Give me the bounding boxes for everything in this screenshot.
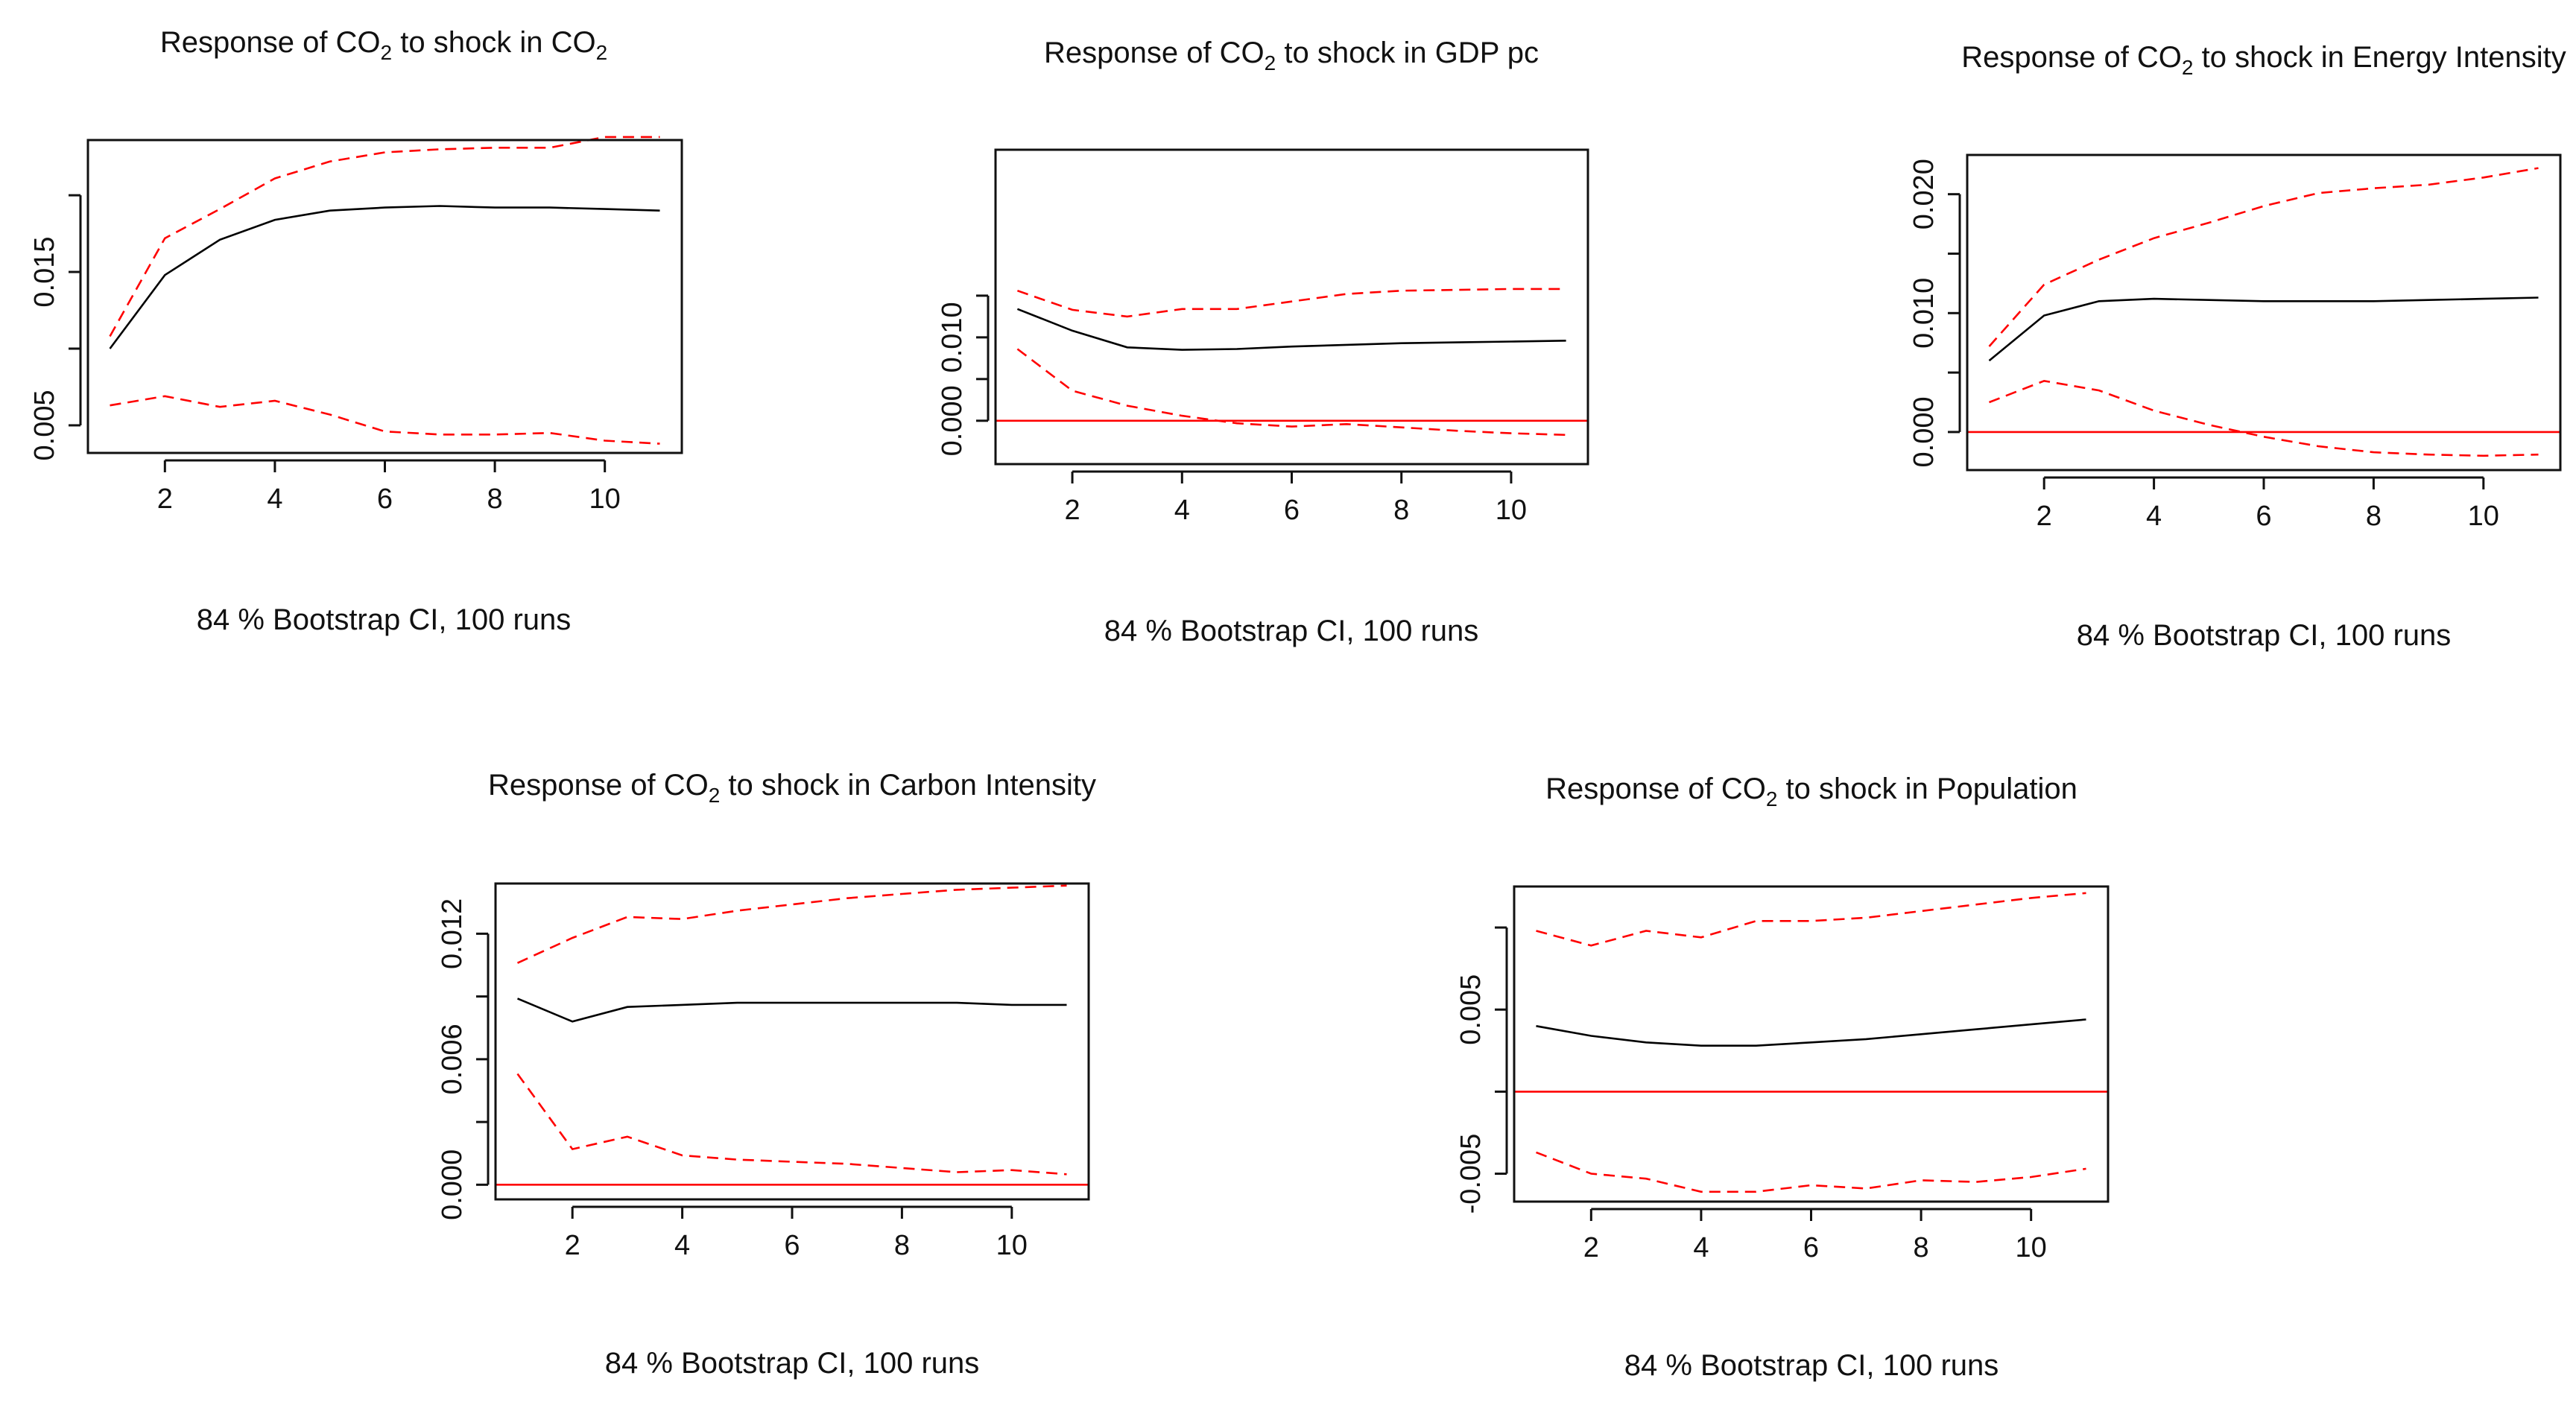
chart-title-suffix: to shock in Energy Intensity [2194, 41, 2566, 74]
series-line-estimate [1536, 1018, 2086, 1047]
y-tick-label: 0.012 [437, 898, 468, 969]
x-tick-label: 10 [1496, 495, 1527, 526]
chart-title-prefix: Response of CO [1961, 41, 2182, 74]
chart-title: Response of CO2 to shock in CO2 [160, 26, 607, 64]
x-tick-label: 10 [2468, 501, 2499, 532]
x-tick-label: 4 [1174, 495, 1190, 526]
series-line-ci-lower [1016, 348, 1566, 437]
x-tick-label: 2 [1064, 495, 1080, 526]
plot-frame [86, 139, 683, 454]
chart-title-subscript: 2 [1265, 51, 1276, 74]
chart-caption: 84 % Bootstrap CI, 100 runs [197, 603, 572, 636]
series-line-ci-upper [109, 136, 660, 337]
chart-title-prefix: Response of CO [488, 769, 709, 802]
x-tick-label: 10 [2016, 1232, 2047, 1263]
x-tick-label: 4 [674, 1230, 690, 1261]
chart-title: Response of CO2 to shock in Population [1545, 773, 2077, 811]
y-tick-label: 0.005 [29, 390, 60, 460]
y-tick-label: 0.005 [1455, 974, 1487, 1045]
x-tick-label: 8 [487, 483, 503, 515]
x-tick-label: 10 [996, 1230, 1028, 1261]
x-tick-label: 6 [377, 483, 393, 515]
x-tick-label: 6 [2256, 501, 2271, 532]
chart-caption: 84 % Bootstrap CI, 100 runs [1104, 615, 1479, 647]
x-tick-label: 4 [1693, 1232, 1709, 1263]
y-tick-label: 0.000 [937, 385, 968, 456]
y-tick-label: 0.010 [937, 302, 968, 372]
chart-title-tail-subscript: 2 [596, 41, 608, 64]
plot-frame [1966, 153, 2562, 472]
chart-caption: 84 % Bootstrap CI, 100 runs [2077, 619, 2452, 652]
chart-title-suffix: to shock in Population [1777, 773, 2077, 805]
series-line-ci-upper [1988, 167, 2539, 347]
series-line-ci-upper [516, 884, 1067, 964]
chart-caption: 84 % Bootstrap CI, 100 runs [1624, 1349, 1999, 1382]
chart-title-prefix: Response of CO [160, 26, 381, 59]
x-tick-label: 2 [157, 483, 173, 515]
series-line-estimate [109, 205, 660, 349]
chart-title-suffix: to shock in GDP pc [1276, 37, 1539, 69]
plot-frame [1513, 885, 2110, 1203]
x-tick-label: 6 [784, 1230, 800, 1261]
y-tick-label: 0.010 [1908, 278, 1940, 349]
y-tick-label: 0.006 [437, 1024, 468, 1094]
plot-frame [494, 882, 1090, 1201]
x-tick-label: 8 [894, 1230, 910, 1261]
chart-title-suffix: to shock in CO [392, 26, 595, 59]
y-tick-label: -0.005 [1455, 1134, 1487, 1214]
series-line-estimate [516, 997, 1067, 1023]
series-line-ci-lower [110, 395, 660, 445]
x-tick-label: 8 [2366, 501, 2382, 532]
y-tick-label: 0.000 [437, 1149, 468, 1220]
x-tick-label: 4 [267, 483, 282, 515]
chart-title-prefix: Response of CO [1545, 773, 1766, 805]
chart-title: Response of CO2 to shock in GDP pc [1044, 37, 1539, 74]
chart-title-subscript: 2 [381, 41, 393, 64]
series-line-ci-lower [516, 1073, 1067, 1176]
x-tick-label: 2 [1583, 1232, 1599, 1263]
chart-caption: 84 % Bootstrap CI, 100 runs [605, 1347, 980, 1380]
chart-title-subscript: 2 [2182, 56, 2194, 79]
series-line-estimate [1016, 308, 1566, 351]
irf-panel-3: Response of CO2 to shock in Energy Inten… [1908, 41, 2566, 652]
chart-title-subscript: 2 [709, 784, 721, 807]
x-tick-label: 2 [2037, 501, 2052, 532]
series-line-ci-lower [1536, 1151, 2086, 1193]
x-tick-label: 8 [1914, 1232, 1929, 1263]
x-tick-label: 10 [589, 483, 621, 515]
plot-frame [994, 148, 1589, 466]
chart-title-prefix: Response of CO [1044, 37, 1265, 69]
chart-title-subscript: 2 [1766, 787, 1778, 811]
y-tick-label: 0.000 [1908, 396, 1940, 467]
series-line-ci-lower [1989, 379, 2539, 457]
irf-panel-2: Response of CO2 to shock in GDP pc2 4 6 8 10… [937, 37, 1589, 647]
chart-title-suffix: to shock in Carbon Intensity [720, 769, 1096, 802]
y-tick-label: 0.015 [29, 237, 60, 308]
x-tick-label: 6 [1284, 495, 1300, 526]
x-tick-label: 4 [2146, 501, 2162, 532]
series-line-estimate [1988, 296, 2539, 362]
x-tick-label: 6 [1803, 1232, 1819, 1263]
x-tick-label: 8 [1393, 495, 1409, 526]
series-line-ci-upper [1016, 288, 1566, 318]
series-line-ci-upper [1536, 892, 2086, 947]
chart-title: Response of CO2 to shock in Energy Inten… [1961, 41, 2566, 79]
y-tick-label: 0.020 [1908, 159, 1940, 229]
chart-title: Response of CO2 to shock in Carbon Inten… [488, 769, 1096, 807]
irf-panel-4: Response of CO2 to shock in Carbon Inten… [437, 769, 1096, 1380]
x-tick-label: 2 [565, 1230, 580, 1261]
